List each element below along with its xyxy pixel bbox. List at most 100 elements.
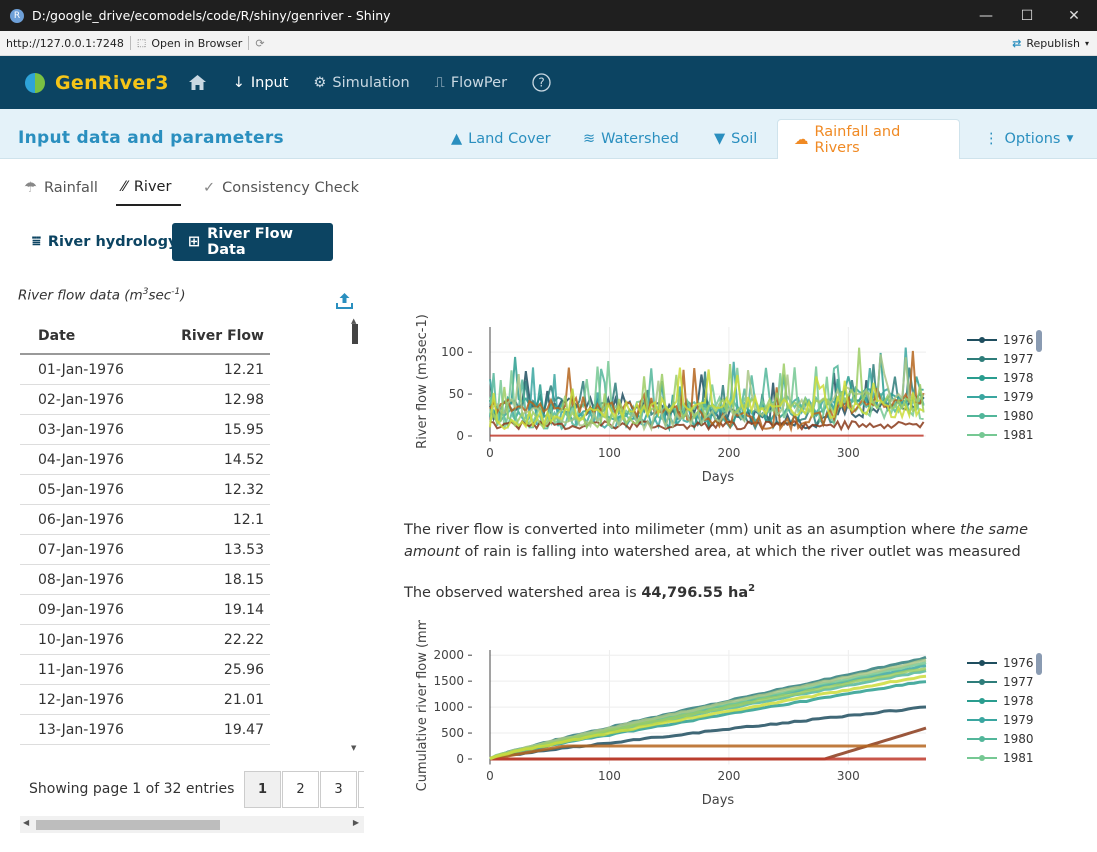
y-tick-label: 100 xyxy=(441,345,464,359)
legend-item[interactable]: 1981 xyxy=(967,425,1034,444)
tab-options[interactable]: ⋮ Options ▼ xyxy=(968,119,1089,159)
table-row[interactable]: 07-Jan-1976 13.53 xyxy=(20,535,270,565)
page-button-next[interactable] xyxy=(358,771,364,808)
legend-swatch xyxy=(967,716,997,723)
legend-item[interactable]: 1979 xyxy=(967,387,1034,406)
tab-label: Land Cover xyxy=(468,131,551,147)
river-flow-table: Date River Flow 01-Jan-1976 12.21 02-Jan-1… xyxy=(20,319,270,745)
open-in-browser-button[interactable]: Open in Browser xyxy=(151,36,243,50)
legend-item[interactable]: 1981 xyxy=(967,748,1034,767)
subtab-river[interactable]: ⁄⁄ River xyxy=(116,170,181,206)
page-button-3[interactable]: 3 xyxy=(320,771,357,808)
legend-label: 1977 xyxy=(1003,674,1034,689)
legend-item[interactable]: 1979 xyxy=(967,710,1034,729)
table-row[interactable]: 08-Jan-1976 18.15 xyxy=(20,565,270,595)
cell-date: 09-Jan-1976 xyxy=(38,601,124,618)
svg-text:?: ? xyxy=(538,76,544,90)
table-row[interactable]: 05-Jan-1976 12.32 xyxy=(20,475,270,505)
scroll-right-icon[interactable]: ▶ xyxy=(352,818,359,827)
brand-name[interactable]: GenRiver3 xyxy=(55,71,169,94)
tab-land-cover[interactable]: ▲ Land Cover xyxy=(435,119,567,159)
legend-item[interactable]: 1976 xyxy=(967,653,1034,672)
table-row[interactable]: 04-Jan-1976 14.52 xyxy=(20,445,270,475)
series-line xyxy=(489,744,926,761)
river-flow-data-button[interactable]: ⊞ River Flow Data xyxy=(172,223,333,261)
url-text[interactable]: http://127.0.0.1:7248 xyxy=(6,36,124,50)
table-row[interactable]: 03-Jan-1976 15.95 xyxy=(20,415,270,445)
page-button-2[interactable]: 2 xyxy=(282,771,319,808)
river-flow-chart[interactable]: 0 50 100 0 100 200 300 Days River flow (m3sec-1) xyxy=(400,313,1060,503)
column-header-river-flow[interactable]: River Flow xyxy=(181,328,264,344)
cell-date: 13-Jan-1976 xyxy=(38,721,124,738)
table-row[interactable]: 11-Jan-1976 25.96 xyxy=(20,655,270,685)
subtab-consistency-check[interactable]: ✓ Consistency Check xyxy=(197,170,365,206)
cell-river-flow: 15.95 xyxy=(223,421,264,438)
table-caption: River flow data (m3sec-1) xyxy=(18,287,185,304)
legend-item[interactable]: 1978 xyxy=(967,368,1034,387)
y-tick-label: 1500 xyxy=(433,674,464,688)
table-horizontal-scrollbar[interactable]: ◀ ▶ xyxy=(20,816,364,833)
legend-item[interactable]: 1977 xyxy=(967,349,1034,368)
tab-label: Watershed xyxy=(601,131,679,147)
table-row[interactable]: 12-Jan-1976 21.01 xyxy=(20,685,270,715)
legend-item[interactable]: 1980 xyxy=(967,406,1034,425)
chart-legend[interactable]: 1976 1977 1978 1979 1980 1981 xyxy=(967,330,1034,444)
y-axis-label: Cumulative river flow (mm xyxy=(415,620,430,791)
nav-flowper[interactable]: ⎍ FlowPer xyxy=(435,75,507,91)
legend-swatch xyxy=(967,735,997,742)
republish-button[interactable]: ⇄ Republish ▾ xyxy=(1012,37,1089,50)
help-icon[interactable]: ? xyxy=(532,73,551,92)
para-emphasis: the same amount xyxy=(404,522,1029,560)
nav-simulation-label: Simulation xyxy=(332,74,410,91)
x-tick-label: 200 xyxy=(717,769,740,783)
para-text: of rain is falling into watershed area, … xyxy=(459,544,1021,560)
scroll-down-icon[interactable]: ▼ xyxy=(351,744,357,752)
tab-watershed[interactable]: ≋ Watershed xyxy=(567,119,695,159)
legend-label: 1981 xyxy=(1003,750,1034,765)
tab-rainfall-rivers[interactable]: ☁ Rainfall and Rivers xyxy=(777,119,960,159)
legend-item[interactable]: 1978 xyxy=(967,691,1034,710)
table-header: Date River Flow xyxy=(20,319,270,355)
table-row[interactable]: 10-Jan-1976 22.22 xyxy=(20,625,270,655)
soil-icon: ▼ xyxy=(714,131,726,147)
table-row[interactable]: 06-Jan-1976 12.1 xyxy=(20,505,270,535)
explanation-text: The river flow is converted into milimet… xyxy=(404,519,1054,563)
scroll-left-icon[interactable]: ◀ xyxy=(23,818,30,827)
arrow-down-icon: ↓ xyxy=(232,74,245,91)
legend-item[interactable]: 1980 xyxy=(967,729,1034,748)
caret-down-icon: ▼ xyxy=(1066,134,1074,144)
table-row[interactable]: 13-Jan-1976 19.47 xyxy=(20,715,270,745)
river-hydrology-button[interactable]: ⩸ River hydrology xyxy=(16,223,193,261)
top-navbar: GenRiver3 ↓ Input ⚙ Simulation ⎍ FlowPer… xyxy=(0,56,1097,109)
cumulative-flow-chart[interactable]: 0 500 1000 1500 2000 0 100 200 300 Days Cumulative… xyxy=(400,620,1060,815)
table-row[interactable]: 09-Jan-1976 19.14 xyxy=(20,595,270,625)
gears-icon: ⚙ xyxy=(313,74,327,91)
nav-simulation[interactable]: ⚙ Simulation xyxy=(313,75,409,91)
maximize-icon[interactable]: ☐ xyxy=(1020,7,1034,24)
refresh-icon[interactable]: ⟳ xyxy=(255,36,265,50)
home-icon[interactable] xyxy=(188,75,206,90)
subtab-rainfall[interactable]: ☂ Rainfall xyxy=(18,170,104,206)
column-header-date[interactable]: Date xyxy=(38,328,76,344)
cell-river-flow: 19.14 xyxy=(223,601,264,618)
legend-item[interactable]: 1976 xyxy=(967,330,1034,349)
table-vertical-scrollbar[interactable] xyxy=(352,324,358,344)
series-line xyxy=(489,419,925,432)
river-icon: ⁄⁄ xyxy=(122,179,127,195)
caption-sup: 3 xyxy=(142,287,149,297)
table-row[interactable]: 01-Jan-1976 12.21 xyxy=(20,355,270,385)
legend-scrollbar[interactable] xyxy=(1036,330,1042,352)
tab-soil[interactable]: ▼ Soil xyxy=(698,119,773,159)
chart-legend[interactable]: 1976 1977 1978 1979 1980 1981 xyxy=(967,653,1034,767)
minimize-icon[interactable]: — xyxy=(979,7,993,24)
legend-scrollbar[interactable] xyxy=(1036,653,1042,675)
scrollbar-thumb[interactable] xyxy=(36,820,220,830)
table-row[interactable]: 02-Jan-1976 12.98 xyxy=(20,385,270,415)
page-button-1[interactable]: 1 xyxy=(244,771,281,808)
legend-item[interactable]: 1977 xyxy=(967,672,1034,691)
upload-icon[interactable] xyxy=(336,292,353,309)
nav-input[interactable]: ↓ Input xyxy=(233,75,289,91)
close-icon[interactable]: ✕ xyxy=(1068,7,1080,24)
scroll-up-icon[interactable]: ▲ xyxy=(351,317,357,325)
cell-date: 04-Jan-1976 xyxy=(38,451,124,468)
